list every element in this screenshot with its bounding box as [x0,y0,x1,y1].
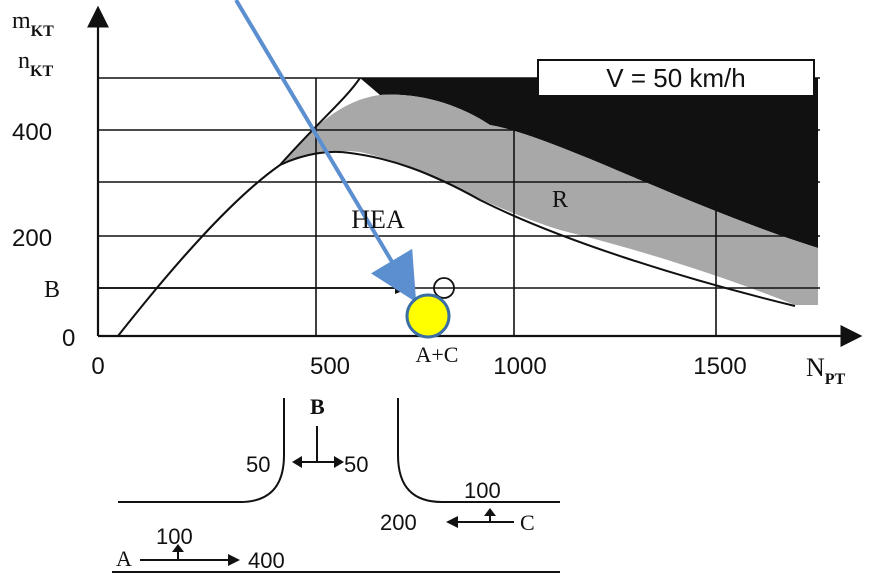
approach-b-left-arrowhead-icon [292,456,302,468]
annotation-pointer-arrow-icon [234,0,417,303]
y-axis-label-n: nKT [18,48,53,80]
approach-b-label: B [310,394,325,419]
approach-c-turn-arrowhead-icon [484,508,496,516]
approach-a-arrow-icon [140,552,232,561]
approach-b-left-value: 50 [246,452,270,477]
region-r-label: R [552,187,568,213]
axes [87,5,863,347]
y-axis-label-m: mKT [12,8,54,40]
approach-c-label: C [520,510,535,535]
region-r [280,94,818,305]
approach-c-left-value: 200 [380,510,417,535]
y-tick-200: 200 [12,225,52,252]
intersection-sketch [112,398,560,573]
operating-point-label: A+C [416,342,459,367]
approach-b-arrow-icon [298,426,338,463]
approach-a-right-value: 400 [248,548,285,573]
approach-a-turn-arrowhead-icon [172,544,184,552]
x-tick-1000: 1000 [493,353,546,380]
y-tick-b: B [44,277,60,303]
region-hea-label: HEA [351,205,405,234]
x-tick-500: 500 [310,353,350,380]
approach-a-top-value: 100 [156,524,193,549]
y-tick-400: 400 [12,119,52,146]
speed-box-label: V = 50 km/h [606,63,745,93]
operating-point-open-circle [433,277,455,299]
approach-c-top-value: 100 [464,478,501,503]
approach-a-label: A [116,546,132,571]
approach-c-arrowhead-icon [446,516,458,528]
speed-box [537,59,815,97]
curve-hea-boundary [117,150,796,337]
approach-b-right-arrowhead-icon [334,456,344,468]
approach-c-arrow-icon [452,516,514,523]
yellow-circle-marker-icon[interactable] [405,293,451,339]
x-axis-label: NPT [806,353,846,388]
x-tick-1500: 1500 [693,353,746,380]
curve-upper-boundary [279,77,361,166]
x-tick-0: 0 [91,353,104,380]
y-tick-0: 0 [62,325,75,352]
region-black [360,78,818,248]
approach-b-right-value: 50 [344,452,368,477]
approach-a-arrowhead-icon [228,554,240,566]
